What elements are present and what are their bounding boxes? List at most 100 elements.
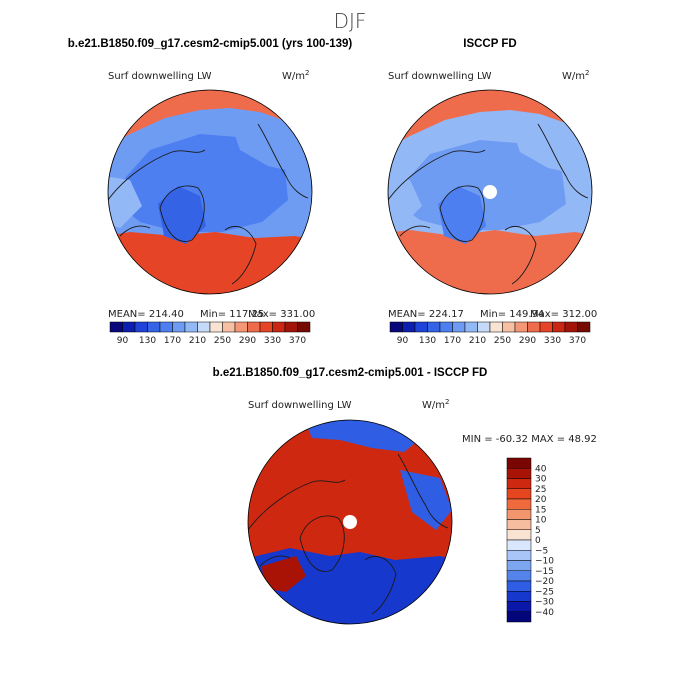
colorbar-tick-label: 90: [397, 336, 409, 346]
colorbar-cell: [527, 321, 541, 333]
map-field: [248, 420, 452, 624]
colorbar-tick-label: 330: [264, 336, 281, 346]
colorbar-tick-label: −10: [535, 557, 554, 567]
colorbar-tick-label: 330: [544, 336, 561, 346]
colorbar-tick-label: −20: [535, 577, 554, 587]
colorbar-cell: [159, 321, 173, 333]
colorbar: [389, 321, 591, 333]
colorbar-tick-label: 20: [535, 495, 547, 505]
colorbar-tick-label: 250: [494, 336, 511, 346]
colorbar-tick-label: −25: [535, 587, 554, 597]
colorbar: [506, 457, 532, 623]
colorbar-tick-label: 370: [289, 336, 306, 346]
region-siberia: [232, 118, 300, 172]
max-stat: Max= 312.00: [530, 309, 597, 320]
colorbar-cell: [427, 321, 441, 333]
season-title: DJF: [334, 9, 367, 33]
panel-title: ISCCP FD: [463, 38, 516, 50]
field-label: Surf downwelling LW: [108, 71, 212, 82]
region-greenland: [262, 556, 306, 592]
colorbar-cell: [506, 570, 532, 582]
colorbar-ticks: 90 130 170 210 250 290 330 370: [397, 336, 587, 346]
region-greenland-ice-sheet: [158, 186, 206, 244]
colorbar-tick-label: −15: [535, 567, 554, 577]
colorbar-cell: [147, 321, 161, 333]
colorbar-tick-label: 170: [164, 336, 181, 346]
region-bering-positive: [400, 470, 452, 530]
colorbar-cell: [506, 601, 532, 612]
colorbar-cell: [109, 321, 123, 333]
colorbar-tick-label: 40: [535, 464, 547, 474]
colorbar-cell: [477, 321, 491, 333]
colorbar-cell: [564, 321, 578, 333]
panel-title: b.e21.B1850.f09_g17.cesm2-cmip5.001 (yrs…: [68, 38, 353, 50]
min-max-stat: MIN = -60.32 MAX = 48.92: [462, 434, 597, 445]
colorbar-cell: [506, 591, 532, 602]
colorbar-tick-label: 210: [189, 336, 206, 346]
units-label: W/m2: [282, 69, 309, 82]
region-north-atlantic-europe: [388, 230, 592, 294]
coastlines: [248, 453, 449, 615]
mean-stat: MEAN= 224.17: [388, 309, 464, 320]
colorbar-cell: [234, 321, 248, 333]
missing-data-pole: [483, 185, 497, 199]
colorbar-cell: [506, 580, 532, 592]
map-field: [108, 90, 312, 294]
colorbar-ticks: 90 130 170 210 250 290 330 370: [117, 336, 307, 346]
colorbar-cell: [514, 321, 528, 333]
colorbar-cell: [489, 321, 503, 333]
colorbar-cell: [172, 321, 186, 333]
colorbar-cell: [506, 529, 532, 541]
colorbar-cell: [506, 488, 532, 500]
colorbar-cell: [539, 321, 553, 333]
region-greenland-ice-sheet: [438, 186, 486, 244]
colorbar-cell: [452, 321, 466, 333]
colorbar-cell: [197, 321, 211, 333]
colorbar-cell: [506, 457, 532, 469]
colorbar-cell: [122, 321, 136, 333]
colorbar-cell: [272, 321, 286, 333]
coastlines: [388, 123, 589, 285]
colorbar-tick-label: 10: [535, 516, 547, 526]
colorbar-cell: [506, 611, 532, 623]
colorbar-cell: [552, 321, 566, 333]
coastlines: [108, 123, 309, 285]
colorbar-cell: [402, 321, 416, 333]
min-stat: Min= 117.25: [200, 309, 264, 320]
colorbar-tick-label: −40: [535, 608, 554, 618]
colorbar-tick-label: 0: [535, 536, 541, 546]
map-field: [388, 90, 592, 294]
colorbar-cell: [506, 550, 532, 561]
colorbar-tick-label: 15: [535, 505, 546, 515]
colorbar-cell: [506, 498, 532, 510]
colorbar-cell: [389, 321, 403, 333]
mean-stat: MEAN= 214.40: [108, 309, 184, 320]
map-boundary: [107, 89, 313, 295]
panel-model: b.e21.B1850.f09_g17.cesm2-cmip5.001 (yrs…: [68, 38, 353, 346]
colorbar-tick-label: −30: [535, 598, 554, 608]
colorbar-cell: [506, 509, 532, 520]
colorbar-cell: [506, 468, 532, 479]
colorbar-cell: [184, 321, 198, 333]
colorbar-cell: [297, 321, 311, 333]
panel-observations: ISCCP FD Surf downwelling LW W/m2 MEAN= …: [387, 38, 597, 346]
field-label: Surf downwelling LW: [388, 71, 492, 82]
colorbar-cell: [464, 321, 478, 333]
colorbar-cell: [209, 321, 223, 333]
panel-title: b.e21.B1850.f09_g17.cesm2-cmip5.001 - IS…: [213, 367, 488, 379]
missing-data-pole: [343, 515, 357, 529]
colorbar-tick-label: −5: [535, 546, 548, 556]
colorbar-cell: [506, 519, 532, 530]
colorbar-cell: [222, 321, 236, 333]
colorbar-tick-label: 290: [239, 336, 256, 346]
colorbar-cell: [506, 539, 532, 551]
colorbar-cell: [506, 478, 532, 489]
colorbar-tick-label: 250: [214, 336, 231, 346]
colorbar-cell: [506, 560, 532, 571]
colorbar-tick-label: 130: [139, 336, 156, 346]
colorbar-cell: [577, 321, 591, 333]
colorbar: [109, 321, 311, 333]
units-label: W/m2: [562, 69, 589, 82]
